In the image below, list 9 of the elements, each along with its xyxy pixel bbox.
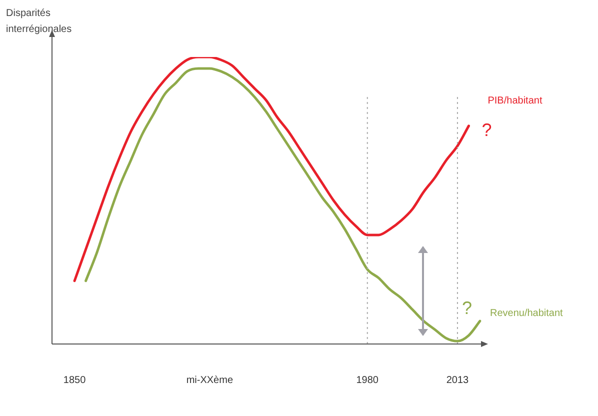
annotation: ? (482, 120, 492, 140)
x-tick-label: 1980 (356, 374, 379, 386)
y-axis-title: Disparités interrégionales (6, 7, 73, 37)
x-tick-label: 2013 (446, 374, 470, 386)
x-tick-label: mi-XXème (186, 374, 234, 386)
x-tick-label: 1850 (63, 374, 86, 386)
annotation: ? (462, 298, 472, 318)
text: PIB/habitant (488, 96, 542, 107)
series-label: Revenu/habitant (490, 308, 564, 319)
